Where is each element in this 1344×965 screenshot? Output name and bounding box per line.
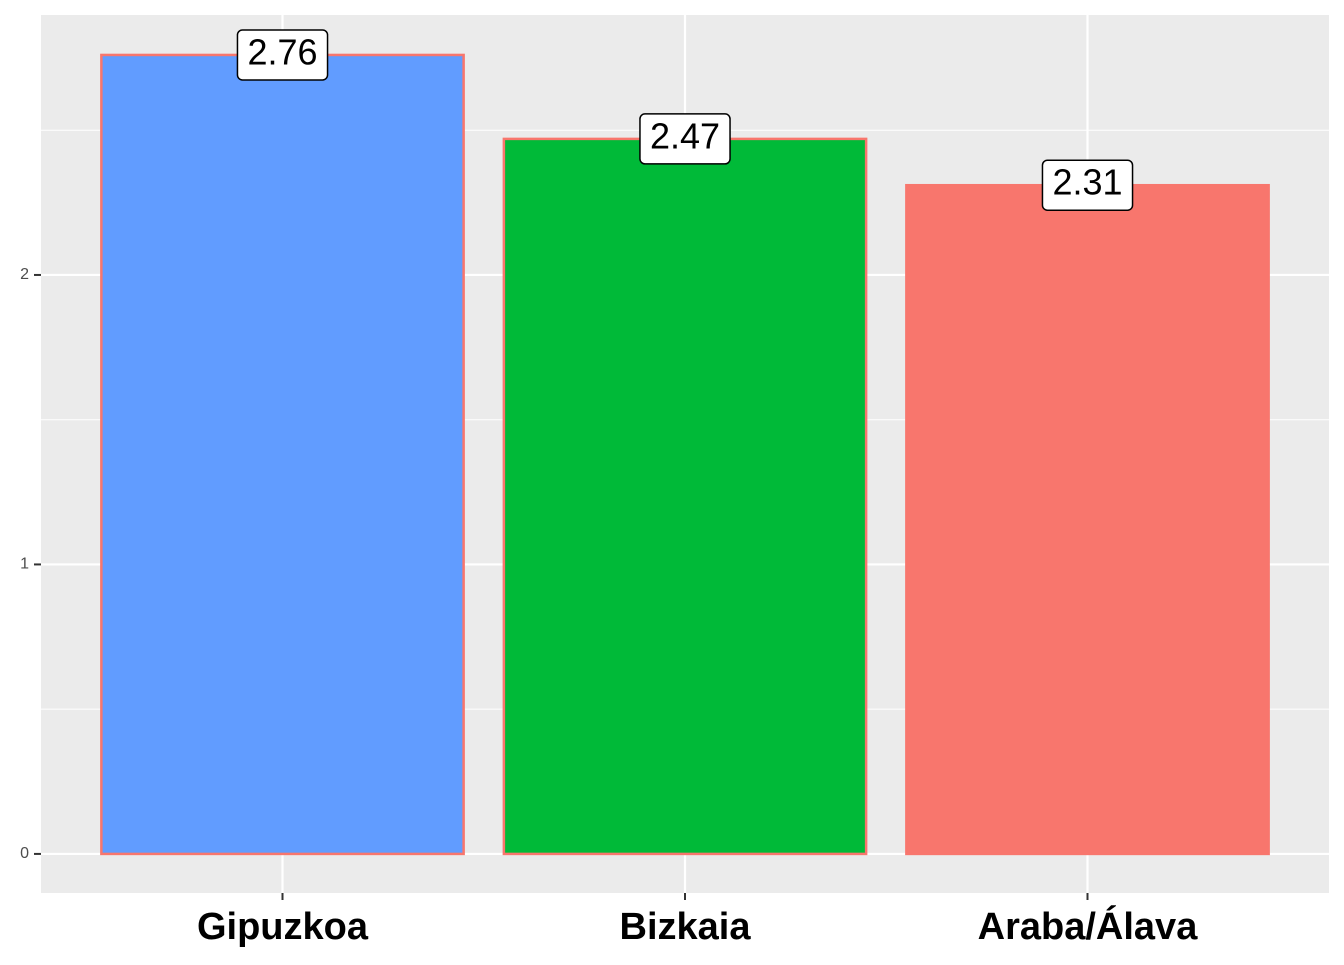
value-label-box — [236, 29, 329, 81]
y-tick-label: 2 — [20, 266, 29, 283]
bar — [905, 183, 1270, 856]
value-label: 2.47 — [650, 115, 720, 156]
value-label: 2.31 — [1052, 162, 1122, 203]
value-label-box — [1041, 159, 1134, 211]
y-tick-label: 1 — [20, 556, 29, 573]
value-label-box — [639, 113, 731, 165]
x-tick-label: Bizkaia — [620, 906, 752, 948]
bar — [100, 53, 465, 856]
x-tick-label: Gipuzkoa — [197, 906, 369, 948]
value-label: 2.76 — [247, 31, 317, 72]
bar — [502, 137, 868, 856]
y-tick-label: 0 — [20, 845, 29, 862]
x-tick-label: Araba/Álava — [978, 904, 1199, 948]
